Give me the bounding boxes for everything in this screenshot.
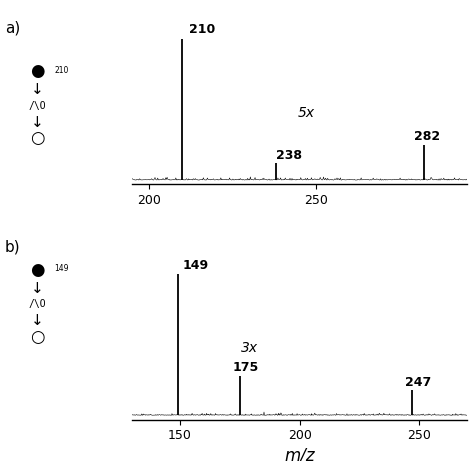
Text: ○: ○ bbox=[31, 129, 45, 148]
Text: ↓: ↓ bbox=[31, 83, 44, 97]
Text: /\O: /\O bbox=[29, 299, 47, 309]
Text: ↓: ↓ bbox=[31, 115, 44, 130]
Text: b): b) bbox=[5, 240, 20, 255]
Text: 247: 247 bbox=[405, 376, 431, 389]
Text: 210: 210 bbox=[189, 24, 215, 36]
Text: ●: ● bbox=[31, 260, 45, 279]
Text: /\O: /\O bbox=[29, 101, 47, 111]
X-axis label: m/z: m/z bbox=[285, 446, 315, 461]
Text: 3x: 3x bbox=[241, 341, 258, 355]
Text: 149: 149 bbox=[182, 259, 209, 272]
Text: 210: 210 bbox=[54, 65, 68, 75]
Text: 149: 149 bbox=[54, 264, 69, 273]
Text: ↓: ↓ bbox=[31, 281, 44, 296]
Text: 282: 282 bbox=[413, 130, 440, 143]
Text: a): a) bbox=[5, 21, 20, 36]
Text: ○: ○ bbox=[31, 327, 45, 346]
Text: ●: ● bbox=[31, 62, 45, 81]
Text: 5x: 5x bbox=[298, 106, 315, 120]
Text: 175: 175 bbox=[233, 361, 259, 374]
Text: 238: 238 bbox=[276, 149, 302, 162]
Text: ↓: ↓ bbox=[31, 313, 44, 328]
